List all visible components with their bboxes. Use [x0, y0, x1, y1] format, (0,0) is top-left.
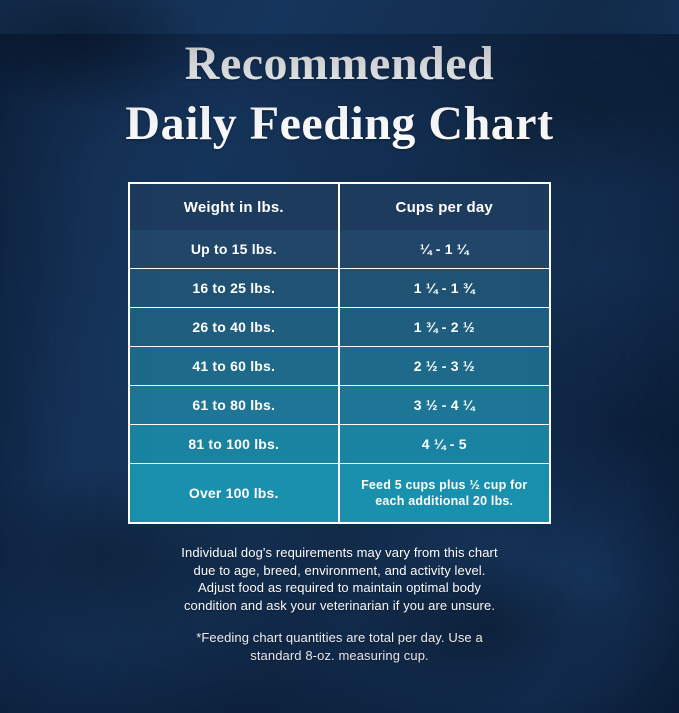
- cups-cell: 1 ¾ - 2 ½: [413, 319, 475, 335]
- column-header-cups: Cups per day: [395, 198, 493, 216]
- footnote-variation: Individual dog's requirements may vary f…: [181, 545, 498, 613]
- table-row: 81 to 100 lbs. 4 ¼ - 5: [130, 424, 549, 463]
- table-row: 41 to 60 lbs. 2 ½ - 3 ½: [130, 346, 549, 385]
- weight-cell: 26 to 40 lbs.: [130, 308, 340, 346]
- table-row: 26 to 40 lbs. 1 ¾ - 2 ½: [130, 307, 549, 346]
- cups-cell: 3 ½ - 4 ¼: [413, 397, 475, 413]
- cups-cell: Feed 5 cups plus ½ cup for each addition…: [361, 478, 528, 508]
- table-header-row: Weight in lbs. Cups per day: [130, 184, 549, 230]
- footnote-measuring-cup: *Feeding chart quantities are total per …: [196, 630, 483, 663]
- weight-cell: 81 to 100 lbs.: [130, 425, 340, 463]
- feeding-chart-table: Weight in lbs. Cups per day Up to 15 lbs…: [128, 182, 551, 524]
- table-row: 16 to 25 lbs. 1 ¼ - 1 ¾: [130, 268, 549, 307]
- table-body: Up to 15 lbs. ¼ - 1 ¼ 16 to 25 lbs. 1 ¼ …: [130, 230, 549, 522]
- weight-cell: Over 100 lbs.: [130, 464, 340, 522]
- table-row: Up to 15 lbs. ¼ - 1 ¼: [130, 230, 549, 268]
- weight-cell: 61 to 80 lbs.: [130, 386, 340, 424]
- weight-cell: 16 to 25 lbs.: [130, 269, 340, 307]
- page-title: Recommended Daily Feeding Chart: [0, 34, 679, 154]
- cups-cell: 2 ½ - 3 ½: [413, 358, 475, 374]
- table-row: Over 100 lbs. Feed 5 cups plus ½ cup for…: [130, 463, 549, 522]
- cups-cell: 1 ¼ - 1 ¾: [413, 280, 475, 296]
- page-title-line1: Recommended: [184, 37, 495, 90]
- cups-cell: 4 ¼ - 5: [421, 436, 467, 452]
- page-title-line2: Daily Feeding Chart: [125, 97, 554, 150]
- weight-cell: 41 to 60 lbs.: [130, 347, 340, 385]
- footnotes: Individual dog's requirements may vary f…: [0, 544, 679, 664]
- page: Recommended Daily Feeding Chart Weight i…: [0, 34, 679, 713]
- weight-cell: Up to 15 lbs.: [130, 230, 340, 268]
- table-row: 61 to 80 lbs. 3 ½ - 4 ¼: [130, 385, 549, 424]
- column-header-weight: Weight in lbs.: [130, 184, 340, 230]
- cups-cell: ¼ - 1 ¼: [419, 241, 469, 257]
